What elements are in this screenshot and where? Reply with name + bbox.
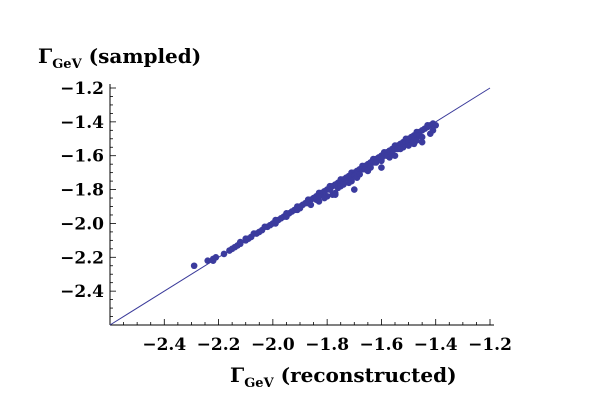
data-point — [418, 133, 426, 141]
x-tick-label: −1.6 — [360, 335, 404, 355]
data-point — [397, 145, 404, 153]
data-point — [220, 250, 228, 258]
data-point — [429, 127, 437, 134]
data-point — [378, 164, 385, 171]
data-point — [296, 204, 304, 212]
data-point — [261, 223, 269, 231]
data-points — [190, 120, 440, 270]
x-tick-label: −1.8 — [305, 335, 349, 355]
y-tick-label: −1.4 — [60, 113, 104, 133]
data-point — [307, 201, 315, 209]
data-point — [350, 186, 358, 193]
data-point — [372, 159, 380, 166]
y-tick-label: −2.4 — [60, 282, 104, 302]
data-point — [228, 245, 236, 253]
data-point — [190, 262, 198, 270]
data-point — [378, 155, 385, 163]
y-tick-label: −2.2 — [60, 248, 104, 268]
x-tick-label: −1.4 — [414, 335, 458, 355]
data-point — [326, 186, 334, 193]
y-axis-label: ΓGeV (sampled) — [38, 44, 201, 72]
x-tick-label: −2.2 — [197, 335, 241, 355]
data-point — [418, 138, 426, 146]
x-tick-label: −1.2 — [468, 335, 512, 355]
axes: −2.4 −2.2 −2.0 −1.8 −1.6 −1.4 −1.2 −1.2 −1.4 −1.6… — [60, 79, 512, 355]
data-point — [364, 167, 372, 175]
data-point — [391, 152, 399, 160]
data-point — [250, 230, 258, 237]
data-point — [424, 121, 431, 129]
data-point — [315, 198, 323, 205]
data-point — [405, 142, 412, 149]
y-tick-label: −1.6 — [60, 147, 104, 167]
data-point — [356, 171, 364, 178]
data-point — [204, 257, 212, 264]
data-point — [283, 213, 290, 220]
y-tick-label: −1.2 — [60, 79, 104, 99]
data-point — [410, 140, 418, 148]
data-point — [348, 177, 355, 185]
data-point — [432, 121, 440, 129]
x-axis-label: ΓGeV (reconstructed) — [230, 363, 457, 391]
data-point — [242, 235, 250, 242]
data-point — [209, 257, 217, 264]
x-tick-label: −2.0 — [251, 335, 295, 355]
data-point — [331, 191, 339, 198]
data-point — [236, 238, 244, 246]
y-tick-label: −1.8 — [60, 181, 104, 201]
data-point — [386, 154, 393, 161]
data-point — [321, 194, 328, 202]
y-tick-label: −2.0 — [60, 214, 104, 234]
data-point — [272, 220, 279, 227]
data-point — [340, 181, 347, 188]
x-tick-label: −2.4 — [142, 335, 186, 355]
